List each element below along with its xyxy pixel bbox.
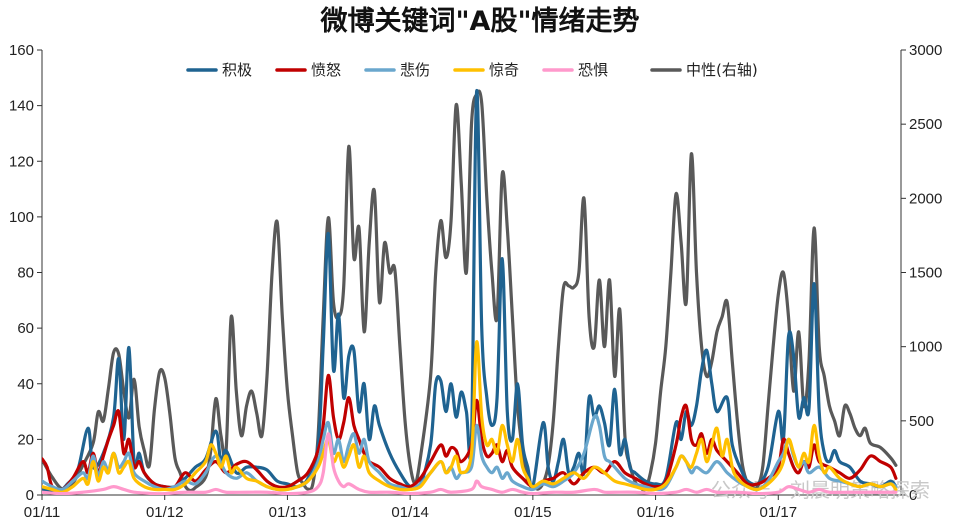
right-y-tick-label: 500 bbox=[909, 413, 934, 430]
right-y-tick-label: 2000 bbox=[909, 190, 942, 207]
legend-label: 惊奇 bbox=[489, 61, 519, 79]
right-y-tick-label: 2500 bbox=[909, 116, 942, 133]
right-y-tick-label: 0 bbox=[909, 487, 917, 504]
right-y-tick-label: 1500 bbox=[909, 265, 942, 282]
legend-label: 中性(右轴) bbox=[686, 61, 758, 79]
x-tick-labels: 01/11 01/12 01/13 01/14 01/15 01/16 01/17 bbox=[24, 495, 797, 521]
series-line-4 bbox=[42, 432, 898, 495]
right-y-tick-label: 1000 bbox=[909, 339, 942, 356]
left-y-tick-label: 120 bbox=[9, 153, 34, 170]
series-line-3 bbox=[42, 340, 898, 494]
series-group bbox=[42, 89, 898, 495]
chart-title: 微博关键词"A股"情绪走势 bbox=[319, 5, 639, 37]
x-tick-label: 01/14 bbox=[391, 504, 429, 521]
left-y-tick-label: 140 bbox=[9, 98, 34, 115]
left-y-tick-label: 80 bbox=[17, 265, 34, 282]
x-tick-label: 01/17 bbox=[760, 504, 798, 521]
left-y-tick-label: 40 bbox=[17, 376, 34, 393]
legend-label: 积极 bbox=[222, 61, 252, 79]
legend-label: 恐惧 bbox=[578, 61, 608, 79]
x-tick-label: 01/16 bbox=[637, 504, 675, 521]
left-y-tick-label: 60 bbox=[17, 320, 34, 337]
legend-label: 愤怒 bbox=[311, 61, 341, 79]
left-y-tick-label: 0 bbox=[26, 487, 34, 504]
legend: 积极 愤怒 悲伤 惊奇 恐惧 中性(右轴) bbox=[186, 61, 758, 79]
right-y-tick-labels: 0 500 1000 1500 2000 2500 3000 bbox=[901, 42, 942, 504]
x-tick-label: 01/11 bbox=[24, 504, 60, 521]
x-tick-label: 01/12 bbox=[146, 504, 184, 521]
series-line-1 bbox=[42, 373, 898, 492]
left-y-tick-label: 100 bbox=[9, 209, 34, 226]
left-y-tick-label: 20 bbox=[17, 431, 34, 448]
x-tick-label: 01/13 bbox=[269, 504, 307, 521]
x-tick-label: 01/15 bbox=[514, 504, 552, 521]
legend-label: 悲伤 bbox=[400, 61, 430, 79]
left-y-tick-labels: 0 20 40 60 80 100 120 140 160 bbox=[9, 42, 42, 504]
left-y-tick-label: 160 bbox=[9, 42, 34, 59]
right-y-tick-label: 3000 bbox=[909, 42, 942, 59]
